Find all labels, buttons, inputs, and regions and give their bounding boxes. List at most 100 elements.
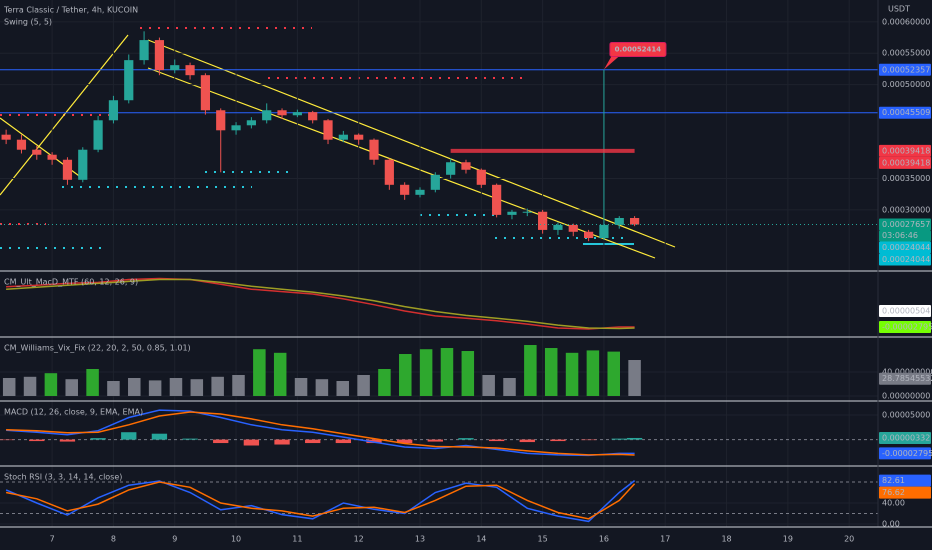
histogram-bar: [626, 437, 643, 440]
bar: [169, 377, 183, 396]
candle-body: [430, 174, 440, 190]
candle-body: [1, 134, 11, 140]
candle-body: [507, 211, 517, 215]
callout-pointer: [603, 55, 620, 70]
price-label: 0.00039418: [882, 146, 930, 155]
candle-body: [323, 120, 333, 140]
candle-body: [400, 184, 410, 195]
candle-body: [170, 65, 180, 71]
trend-line: [0, 34, 129, 196]
bar: [357, 374, 370, 396]
price-label: 28.78545532: [882, 374, 932, 383]
histogram-bar: [580, 439, 597, 441]
y-tick-label: 0.00000000: [882, 391, 930, 400]
series-line: [5, 481, 636, 520]
bar: [503, 377, 516, 396]
histogram-bar: [366, 439, 382, 444]
candle-body: [446, 162, 456, 175]
candle-body: [292, 112, 302, 116]
bar: [128, 377, 141, 396]
x-tick-label: 7: [50, 535, 55, 544]
x-tick-label: 10: [231, 535, 241, 544]
price-label: 0.00039418: [882, 158, 930, 167]
bar: [190, 379, 204, 396]
x-tick-label: 9: [172, 535, 177, 544]
bar: [2, 377, 16, 396]
price-label: 0.00000332: [882, 433, 930, 442]
price-label: -0.00002795: [882, 322, 932, 331]
price-label-box: [879, 486, 931, 499]
price-label: 0.00052357: [882, 65, 930, 74]
candle-body: [93, 120, 103, 150]
bar: [253, 349, 266, 396]
price-label: -0.00002795: [882, 449, 932, 458]
bar: [23, 376, 37, 396]
x-tick-label: 19: [783, 535, 793, 544]
histogram-bar: [151, 433, 168, 440]
candle-body: [553, 224, 563, 230]
panel-title: Terra Classic / Tether, 4h, KUCOIN: [3, 6, 138, 15]
price-label: 76.62: [882, 488, 905, 497]
price-label-box: [879, 63, 931, 76]
candle-body: [538, 211, 548, 230]
bar: [461, 351, 475, 396]
bar: [419, 349, 433, 396]
candle-body: [369, 139, 379, 160]
y-tick-label: 0.00005000: [882, 410, 930, 419]
price-label-box: [879, 320, 931, 333]
histogram-bar: [274, 439, 290, 445]
histogram-bar: [182, 438, 198, 440]
x-tick-label: 20: [844, 535, 854, 544]
y-tick-label: 0.00050000: [882, 80, 930, 89]
candle-body: [354, 134, 364, 140]
bar: [44, 373, 58, 396]
candle-body: [47, 154, 57, 160]
bar: [544, 348, 558, 396]
price-label-box: [879, 218, 931, 231]
price-label: 0.00024044: [882, 243, 930, 252]
candle-body: [78, 149, 88, 180]
candle-body: [108, 100, 119, 121]
bar: [440, 348, 454, 396]
y-tick-label: 0.00035000: [882, 174, 930, 183]
bar: [65, 379, 78, 396]
histogram-bar: [488, 439, 505, 442]
candle-body: [277, 110, 287, 116]
candle-body: [629, 218, 640, 225]
bar: [399, 354, 412, 396]
y-tick-label: 0.00060000: [882, 17, 930, 26]
callout-label: 0.00052414: [615, 45, 662, 53]
series-line: [6, 278, 635, 330]
candle-body: [492, 184, 502, 215]
bar: [482, 374, 495, 396]
callout-box: [609, 41, 667, 57]
histogram-bar: [243, 439, 260, 446]
panel-subtitle: Swing (5, 5): [4, 18, 52, 27]
candle-body: [308, 112, 318, 121]
histogram-bar: [121, 432, 137, 440]
x-tick-label: 11: [292, 535, 302, 544]
bar: [628, 360, 641, 396]
bar: [107, 380, 120, 396]
y-tick-label: 40.00000000: [882, 367, 932, 376]
histogram-bar: [397, 439, 413, 444]
price-label-box: [879, 253, 931, 266]
panel-title: MACD (12, 26, close, 9, EMA, EMA): [4, 408, 143, 417]
x-tick-label: 17: [660, 535, 670, 544]
histogram-bar: [59, 439, 76, 442]
candle-body: [124, 60, 134, 101]
bar: [86, 369, 99, 396]
bar: [607, 351, 620, 396]
histogram-bar: [0, 439, 14, 441]
histogram-bar: [427, 439, 443, 442]
candle-body: [522, 211, 532, 213]
candle-body: [185, 65, 195, 76]
bar: [378, 369, 391, 396]
candle-body: [461, 162, 471, 170]
candle-body: [231, 125, 241, 131]
x-tick-label: 8: [111, 535, 116, 544]
bar: [232, 374, 245, 396]
histogram-bar: [90, 438, 106, 440]
candle-body: [262, 110, 272, 121]
